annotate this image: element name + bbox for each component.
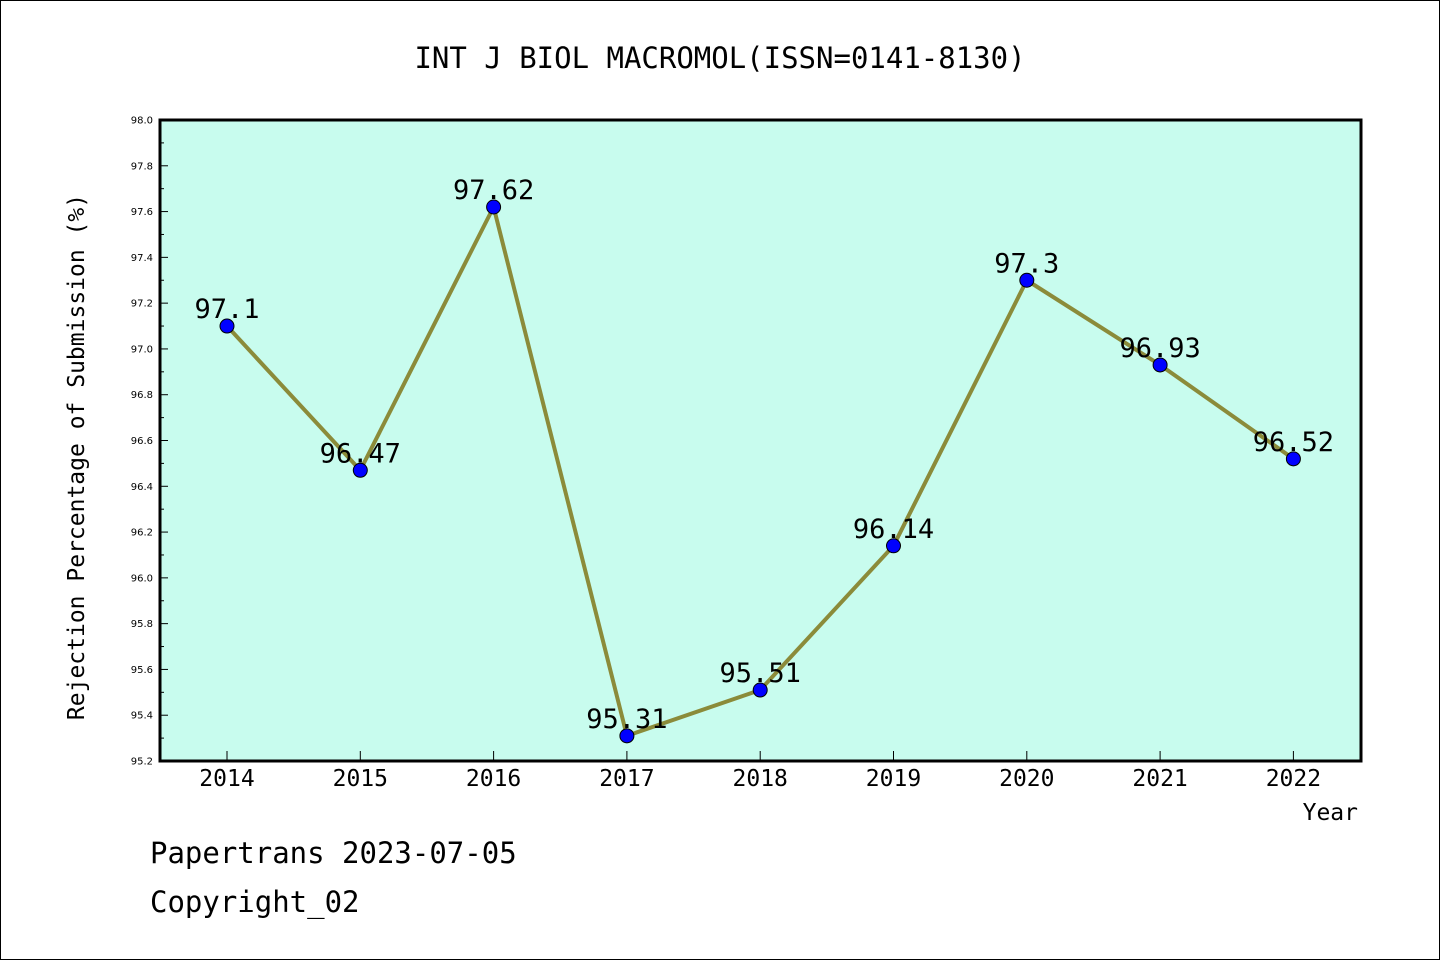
- data-label: 96.93: [1119, 333, 1200, 364]
- data-point: [1019, 272, 1035, 288]
- data-point: [219, 318, 235, 334]
- y-tick-label: 97.4: [131, 253, 153, 264]
- footer-date: Papertrans 2023-07-05: [150, 836, 517, 870]
- data-point: [1152, 357, 1168, 373]
- x-tick-label: 2016: [466, 766, 521, 792]
- y-tick-label: 97.2: [131, 299, 153, 310]
- data-label: 97.3: [994, 248, 1059, 279]
- y-tick-label: 95.6: [131, 665, 153, 676]
- y-tick-label: 96.6: [131, 436, 153, 447]
- y-tick-label: 98.0: [131, 116, 153, 127]
- data-point: [752, 682, 768, 698]
- x-tick-label: 2021: [1132, 766, 1187, 792]
- series-layer: 97.1 96.47 97.62 95.31 95.51 96.14 97.3 96.93 96…: [194, 175, 1334, 744]
- chart-title: INT J BIOL MACROMOL(ISSN=0141-8130): [414, 41, 1025, 75]
- data-label: 97.62: [453, 175, 534, 206]
- y-tick-label: 96.4: [131, 482, 153, 493]
- plot-area: [158, 118, 1363, 763]
- data-label: 96.14: [853, 514, 934, 545]
- x-axis-label: Year: [1303, 800, 1358, 826]
- x-tick-label: 2020: [999, 766, 1054, 792]
- data-point: [886, 538, 901, 554]
- data-label: 96.52: [1253, 427, 1334, 458]
- y-axis: 95.2 95.4 95.6 95.8 96.0 96.2 96.4 96.6 96.8 97.0…: [131, 116, 168, 768]
- x-tick-label: 2018: [733, 766, 788, 792]
- data-label: 97.1: [194, 294, 259, 325]
- footer-copyright: Copyright_02: [150, 885, 360, 919]
- y-tick-label: 97.0: [131, 344, 153, 355]
- x-tick-label: 2014: [199, 766, 254, 792]
- x-tick-label: 2017: [599, 766, 654, 792]
- y-tick-label: 97.6: [131, 207, 153, 218]
- y-tick-label: 96.0: [131, 573, 153, 584]
- data-point: [1285, 451, 1301, 467]
- y-tick-label: 95.4: [131, 711, 153, 722]
- data-point: [486, 199, 502, 215]
- data-label: 96.47: [320, 438, 401, 469]
- y-axis-label: Rejection Percentage of Submission (%): [64, 194, 90, 720]
- y-tick-label: 96.8: [131, 390, 153, 401]
- y-tick-label: 95.2: [131, 757, 153, 768]
- x-tick-label: 2019: [866, 766, 921, 792]
- y-tick-label: 97.8: [131, 161, 153, 172]
- data-point: [619, 728, 635, 744]
- data-point: [352, 462, 368, 478]
- y-tick-label: 95.8: [131, 619, 153, 630]
- x-tick-label: 2022: [1266, 766, 1321, 792]
- data-label: 95.31: [586, 704, 667, 735]
- x-axis: 2014 2015 2016 2017 2018 2019 2020 2021 2022: [199, 751, 1321, 792]
- data-label: 95.51: [720, 658, 801, 689]
- y-tick-label: 96.2: [131, 528, 153, 539]
- x-tick-label: 2015: [333, 766, 388, 792]
